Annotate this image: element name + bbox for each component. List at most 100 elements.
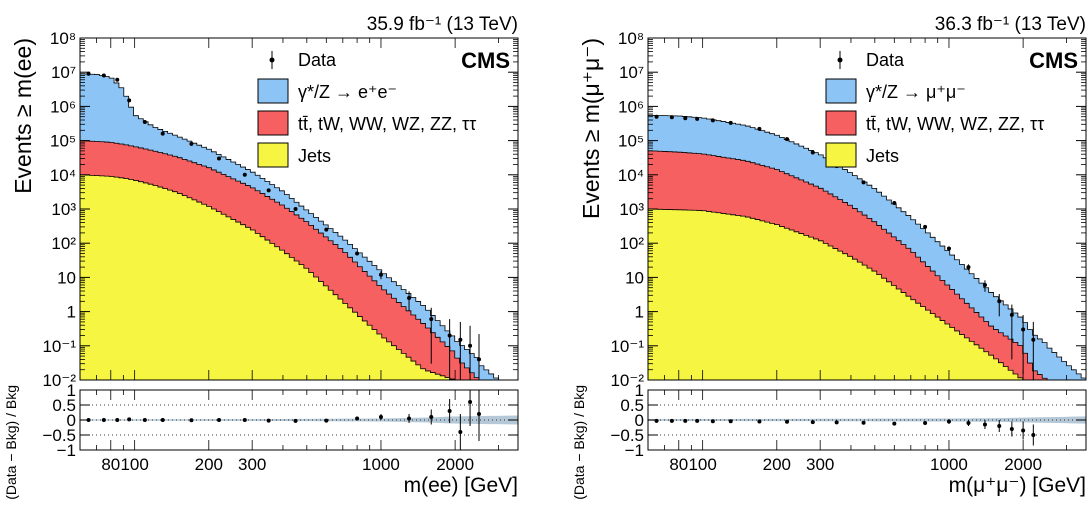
ratio-y-tick-label: −1 xyxy=(57,441,76,460)
x-tick-label: 300 xyxy=(806,455,834,474)
y-tick-label: 10⁴ xyxy=(50,166,76,185)
data-point xyxy=(757,126,762,131)
y-axis-label: Events ≥ m(μ⁺μ⁻) xyxy=(578,38,604,219)
data-point xyxy=(86,71,91,76)
x-tick-label: 2000 xyxy=(1004,455,1042,474)
ratio-point xyxy=(447,409,452,413)
x-tick-label: 80 xyxy=(101,455,120,474)
data-point xyxy=(861,180,866,185)
y-tick-label: 10³ xyxy=(51,200,76,219)
legend-swatch xyxy=(825,78,857,104)
luminosity-label: 36.3 fb⁻¹ (13 TeV) xyxy=(935,14,1086,35)
data-point xyxy=(429,317,434,322)
ratio-point xyxy=(242,418,247,422)
x-axis-label: m(μ⁺μ⁻) [GeV] xyxy=(949,474,1086,497)
legend-data-marker xyxy=(837,57,843,63)
data-point xyxy=(324,227,329,232)
ratio-point xyxy=(127,417,132,422)
legend-label: Jets xyxy=(866,146,899,166)
data-point xyxy=(293,207,298,211)
data-point xyxy=(458,337,463,342)
data-point xyxy=(378,272,383,277)
data-point xyxy=(160,131,165,136)
data-point xyxy=(447,333,452,338)
ratio-point xyxy=(892,421,897,426)
x-tick-label: 200 xyxy=(763,455,791,474)
ratio-point xyxy=(355,416,360,421)
x-tick-label: 100 xyxy=(688,455,716,474)
ratio-y-tick-label: 0 xyxy=(67,411,76,430)
ratio-y-tick-label: 1 xyxy=(67,381,76,400)
data-point xyxy=(1021,327,1026,332)
ratio-point xyxy=(101,418,106,422)
legend-swatch xyxy=(825,142,857,168)
ratio-point xyxy=(695,418,700,423)
ratio-y-axis-label: (Data − Bkg) / Bkg xyxy=(3,385,19,500)
series-2-area xyxy=(648,208,1086,380)
legend-label: Data xyxy=(866,50,905,70)
legend-swatch xyxy=(825,110,857,136)
y-tick-label: 10⁸ xyxy=(50,29,76,48)
data-point xyxy=(142,119,147,124)
x-tick-label: 200 xyxy=(195,455,223,474)
ratio-point xyxy=(142,418,147,422)
legend-label: γ*/Z → μ⁺μ⁻ xyxy=(866,82,966,102)
ratio-point xyxy=(216,418,221,422)
ratio-point xyxy=(946,419,951,424)
data-point xyxy=(946,246,951,251)
x-tick-label: 1000 xyxy=(930,455,968,474)
data-point xyxy=(669,115,674,120)
legend-label: Data xyxy=(298,50,337,70)
ratio-point xyxy=(997,424,1002,428)
legend-label: Jets xyxy=(298,146,331,166)
y-tick-label: 10² xyxy=(619,234,644,253)
series-2-area xyxy=(80,174,518,380)
ratio-point xyxy=(757,419,762,424)
ratio-point xyxy=(1021,428,1026,433)
data-point xyxy=(468,343,473,348)
data-point xyxy=(115,77,120,82)
ratio-point xyxy=(966,421,971,425)
ratio-point xyxy=(810,420,815,425)
data-point xyxy=(127,98,132,103)
y-tick-label: 10⁶ xyxy=(50,97,76,116)
data-point xyxy=(966,265,971,270)
ratio-point xyxy=(324,418,329,423)
legend-label: tt̄, tW, WW, WZ, ZZ, ττ xyxy=(866,114,1044,134)
y-tick-label: 1 xyxy=(635,303,644,322)
y-tick-label: 10 xyxy=(57,268,76,287)
uncertainty-band xyxy=(80,415,518,425)
data-point xyxy=(695,116,700,121)
data-point xyxy=(355,251,360,256)
data-point xyxy=(189,141,194,146)
ratio-y-tick-label: 0 xyxy=(635,411,644,430)
ratio-y-tick-label: −0.5 xyxy=(610,426,644,445)
ratio-point xyxy=(115,418,120,422)
x-tick-label: 80 xyxy=(669,455,688,474)
ratio-y-tick-label: −0.5 xyxy=(42,426,76,445)
ratio-y-axis-label: (Data − Bkg) / Bkg xyxy=(571,385,587,500)
data-point xyxy=(216,156,221,161)
data-point xyxy=(654,114,659,119)
y-tick-label: 10⁻¹ xyxy=(42,337,76,356)
legend-label: tt̄, tW, WW, WZ, ZZ, ττ xyxy=(298,114,476,134)
y-tick-label: 10⁵ xyxy=(50,132,76,151)
ratio-y-tick-label: 0.5 xyxy=(52,396,76,415)
ratio-point xyxy=(923,421,928,425)
ratio-point xyxy=(1009,427,1014,431)
ratio-point xyxy=(861,420,866,425)
ratio-point xyxy=(728,419,733,424)
y-tick-label: 10³ xyxy=(619,200,644,219)
ratio-point xyxy=(784,419,789,424)
ratio-point xyxy=(683,418,688,423)
cms-label: CMS xyxy=(461,48,510,73)
stack-layer xyxy=(80,71,518,380)
y-tick-label: 1 xyxy=(67,303,76,322)
ratio-point xyxy=(378,415,383,419)
data-point xyxy=(997,299,1002,304)
ratio-point xyxy=(293,418,298,423)
ratio-point xyxy=(458,430,463,434)
data-point xyxy=(476,357,481,362)
ratio-layer xyxy=(648,404,1086,446)
data-point xyxy=(1031,337,1036,342)
